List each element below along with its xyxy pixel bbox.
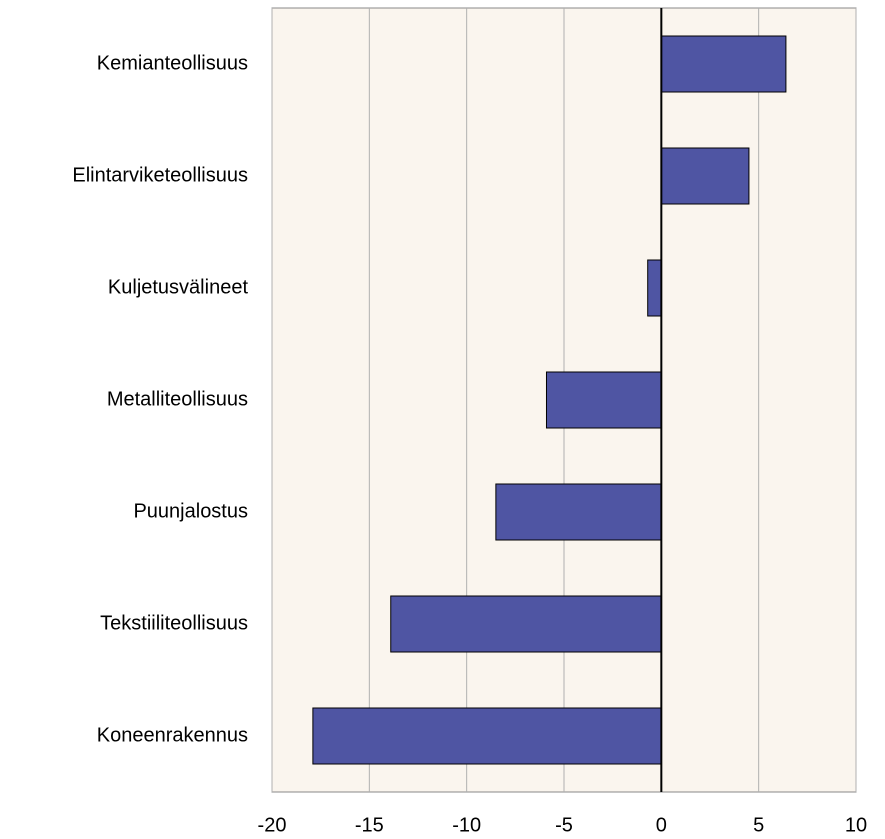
bar (660, 147, 750, 205)
x-tick-label: -20 (258, 814, 287, 836)
x-tick-label: -15 (355, 814, 384, 836)
y-tick-label: Koneenrakennus (97, 724, 248, 746)
y-tick-label: Kemianteollisuus (97, 52, 248, 74)
x-tick-label: -5 (555, 814, 573, 836)
y-tick-label: Tekstiiliteollisuus (100, 612, 248, 634)
y-tick-label: Kuljetusvälineet (108, 276, 249, 298)
x-tick-label: -10 (452, 814, 481, 836)
bar (660, 35, 787, 93)
bar (647, 259, 662, 317)
y-tick-label: Puunjalostus (133, 500, 248, 522)
y-tick-label: Elintarviketeollisuus (72, 164, 248, 186)
bar (312, 707, 662, 765)
y-tick-label: Metalliteollisuus (107, 388, 248, 410)
x-tick-label: 10 (845, 814, 867, 836)
x-tick-label: 5 (753, 814, 764, 836)
x-tick-label: 0 (656, 814, 667, 836)
bar (390, 595, 662, 653)
bar (545, 371, 662, 429)
bar (495, 483, 662, 541)
